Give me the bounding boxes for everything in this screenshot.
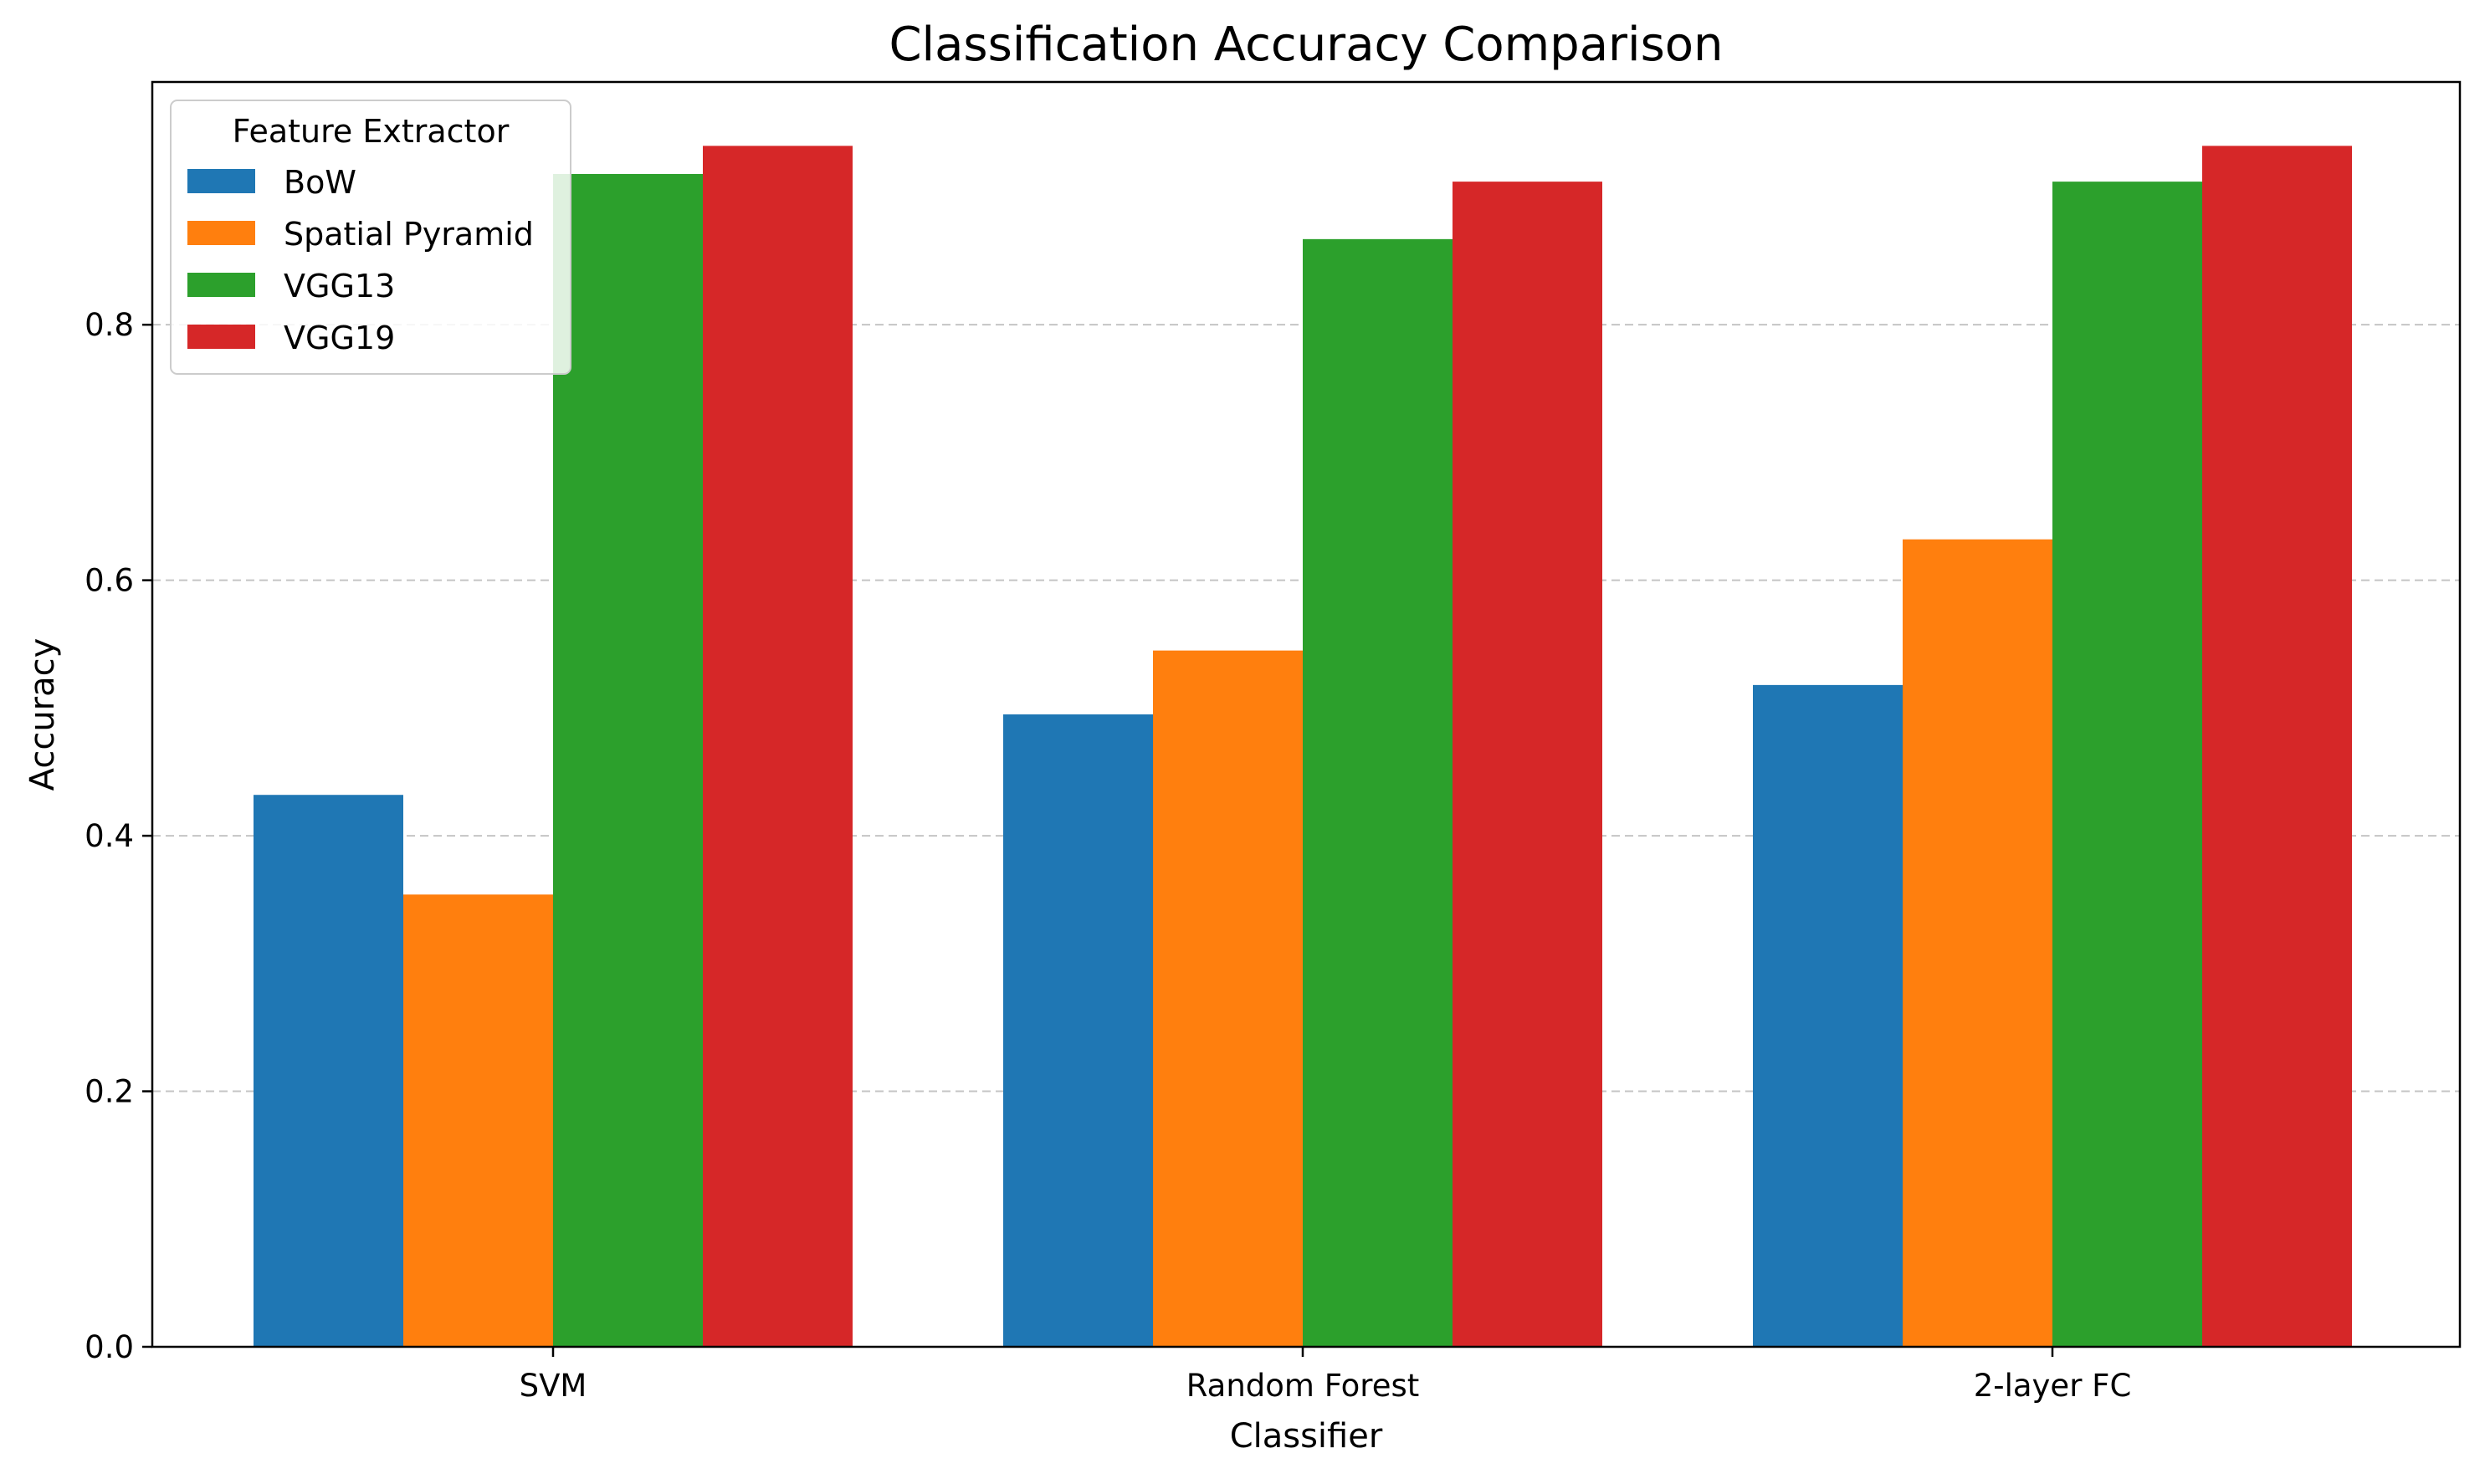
bar-vgg13-2-layer-fc (2052, 182, 2202, 1347)
x-tick-label: Random Forest (1186, 1368, 1420, 1404)
legend-label: BoW (284, 164, 356, 201)
bar-spatial-pyramid-svm (403, 894, 553, 1347)
bars (254, 146, 2352, 1348)
legend-label: Spatial Pyramid (284, 216, 534, 253)
y-axis-ticks: 0.0 0.2 0.4 0.6 0.8 (85, 307, 152, 1365)
legend-swatch-vgg13 (187, 273, 255, 297)
legend-swatch-vgg19 (187, 325, 255, 349)
bar-vgg19-random-forest (1453, 182, 1602, 1347)
bar-vgg19-svm (703, 146, 853, 1347)
legend-title: Feature Extractor (233, 113, 510, 150)
legend-entries: BoW Spatial Pyramid VGG13 VGG19 (187, 164, 534, 356)
legend-swatch-bow (187, 169, 255, 193)
y-tick-label: 0.6 (85, 563, 134, 599)
legend-label: VGG13 (284, 268, 395, 304)
legend-box (170, 100, 571, 375)
y-tick-label: 0.0 (85, 1329, 134, 1365)
x-tick-label: SVM (520, 1368, 587, 1404)
legend: Feature Extractor BoW Spatial Pyramid VGG1… (170, 100, 571, 375)
plot-frame (151, 80, 2462, 1348)
y-tick-label: 0.4 (85, 818, 134, 854)
bar-vgg13-svm (553, 173, 703, 1348)
bar-bow-random-forest (1003, 714, 1153, 1347)
legend-label: VGG19 (284, 320, 395, 356)
bar-spatial-pyramid-2-layer-fc (1903, 539, 2052, 1347)
chart-title: Classification Accuracy Comparison (889, 18, 1723, 72)
x-tick-label: 2-layer FC (1974, 1368, 2132, 1404)
x-axis-label: Classifier (1230, 1417, 1383, 1456)
y-tick-label: 0.8 (85, 307, 134, 343)
bar-bow-svm (254, 795, 403, 1347)
x-axis-ticks: SVM Random Forest 2-layer FC (520, 1347, 2132, 1404)
bar-spatial-pyramid-random-forest (1153, 650, 1303, 1347)
y-axis-label: Accuracy (23, 638, 62, 791)
y-tick-label: 0.2 (85, 1074, 134, 1110)
bar-bow-2-layer-fc (1753, 684, 1903, 1347)
bar-vgg19-2-layer-fc (2202, 146, 2352, 1347)
bar-vgg13-random-forest (1303, 238, 1453, 1348)
legend-swatch-spatial-pyramid (187, 221, 255, 245)
